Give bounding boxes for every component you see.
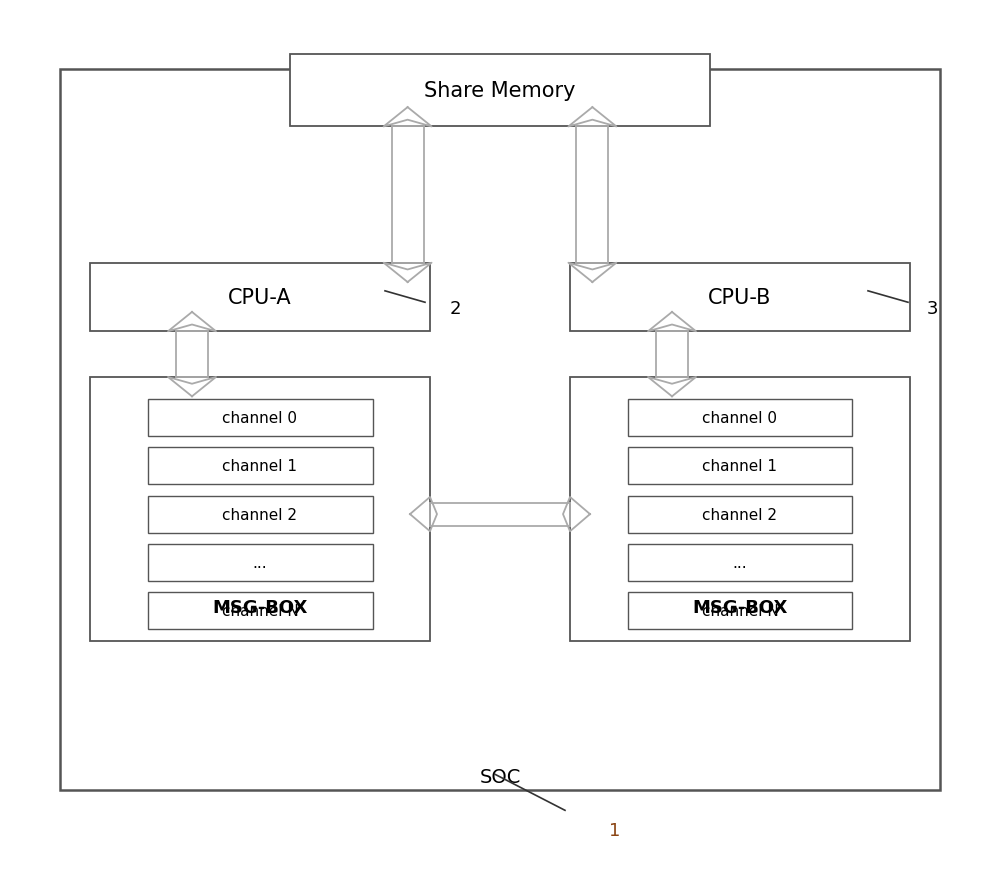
FancyBboxPatch shape [148, 448, 373, 485]
Text: 3: 3 [926, 300, 938, 318]
Text: CPU-A: CPU-A [228, 288, 292, 307]
Text: channel 1: channel 1 [702, 458, 778, 474]
FancyBboxPatch shape [90, 378, 430, 641]
FancyBboxPatch shape [570, 263, 910, 332]
FancyBboxPatch shape [148, 593, 373, 630]
Text: channel 2: channel 2 [702, 507, 778, 522]
FancyBboxPatch shape [628, 448, 852, 485]
FancyBboxPatch shape [148, 399, 373, 436]
Text: CPU-B: CPU-B [708, 288, 772, 307]
Text: channel 0: channel 0 [222, 410, 298, 426]
FancyBboxPatch shape [90, 263, 430, 332]
Text: ...: ... [253, 555, 267, 571]
FancyBboxPatch shape [570, 378, 910, 641]
Text: MSG-BOX: MSG-BOX [212, 599, 308, 616]
Text: 1: 1 [609, 821, 621, 838]
FancyBboxPatch shape [628, 399, 852, 436]
Text: channel 1: channel 1 [222, 458, 298, 474]
FancyBboxPatch shape [148, 544, 373, 581]
Text: ...: ... [733, 555, 747, 571]
FancyBboxPatch shape [290, 55, 710, 127]
Text: Share Memory: Share Memory [424, 82, 576, 101]
FancyBboxPatch shape [628, 593, 852, 630]
Text: channel N: channel N [702, 603, 778, 619]
Text: channel 2: channel 2 [222, 507, 298, 522]
FancyBboxPatch shape [628, 496, 852, 533]
Text: channel N: channel N [222, 603, 298, 619]
FancyBboxPatch shape [628, 544, 852, 581]
FancyBboxPatch shape [60, 70, 940, 790]
FancyBboxPatch shape [148, 496, 373, 533]
Text: SOC: SOC [479, 767, 521, 787]
Text: MSG-BOX: MSG-BOX [692, 599, 788, 616]
Text: 2: 2 [449, 300, 461, 318]
Text: channel 0: channel 0 [702, 410, 778, 426]
